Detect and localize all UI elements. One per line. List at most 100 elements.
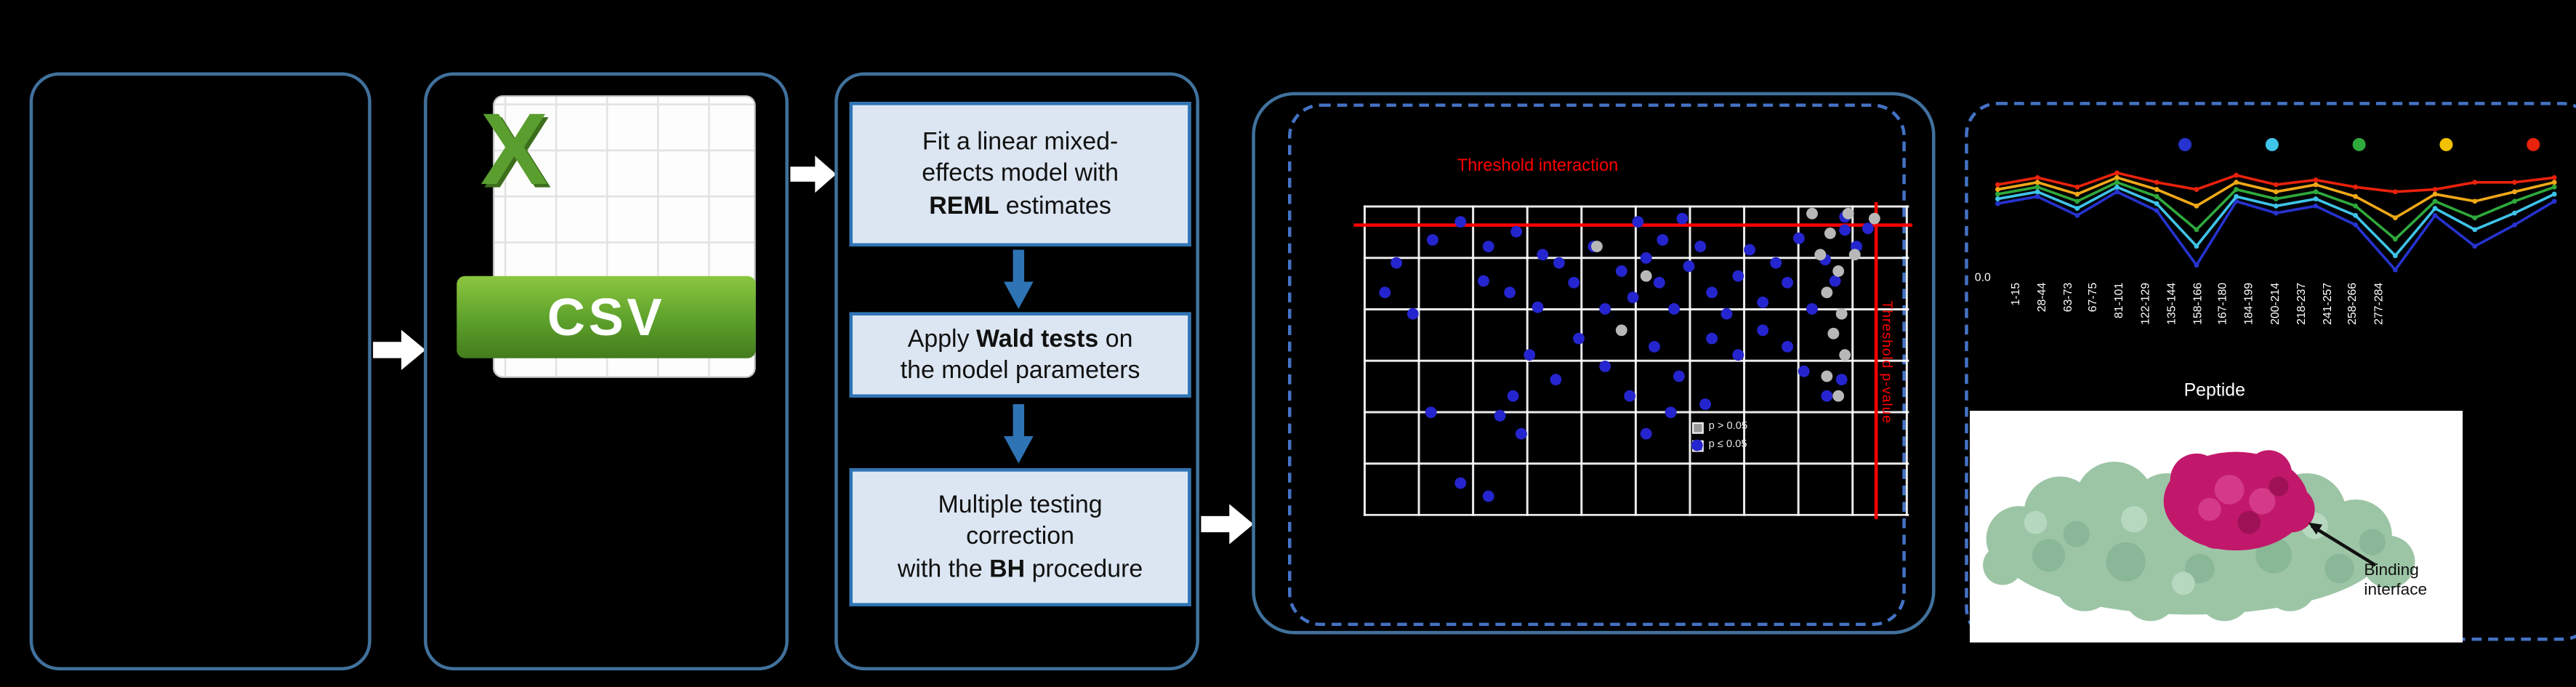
binding-interface-label-line1: Binding [2364,561,2418,579]
series-point [2472,180,2478,185]
peptide-tick-label: 167-180 [2218,282,2230,325]
binding-interface-label-line2: interface [2364,580,2427,598]
series-point [2273,182,2279,188]
series-point [2114,180,2120,185]
flow-arrow-3 [1201,504,1254,545]
scatter-point-grey [1640,270,1652,283]
scatter-legend: p > 0.05 p ≤ 0.05 [1692,422,1747,459]
scatter-point-blue [1390,257,1403,270]
scatter-point-blue [1454,216,1466,228]
scatter-point-blue [1649,340,1661,353]
scatter-point-blue [1552,257,1564,270]
scatter-point-blue [1407,308,1420,320]
series-point [2432,198,2438,204]
scatter-point-blue [1640,427,1652,439]
series-point [2551,180,2557,185]
series-point [2313,182,2319,188]
series-point [2512,198,2517,204]
peptide-tick-label: 122-129 [2141,282,2152,325]
series-point [2392,253,2398,259]
timepoint-legend-dot [2352,137,2366,151]
step-box-wald-tests: Apply Wald tests on the model parameters [849,312,1191,398]
series-point [2074,212,2080,218]
legend-marker-grey [1692,422,1704,434]
scatter-point-blue [1510,226,1522,238]
series-point [2512,210,2517,216]
scatter-point-blue [1731,269,1744,281]
panel-csv-input: X CSV [424,72,789,671]
peptide-tick-label: 1-15 [2011,282,2023,306]
scatter-point-grey [1823,228,1835,240]
series-point [2432,191,2438,197]
series-point [2194,227,2199,233]
peptide-tick-label: 184-199 [2244,282,2256,325]
series-point [2392,215,2398,221]
scatter-point-blue [1478,274,1489,286]
peptide-tick-label: 67-75 [2088,282,2101,313]
scatter-point-blue [1806,302,1819,315]
scatter-point-grey [1832,266,1843,278]
scatter-point-grey [1868,212,1880,225]
timepoint-legend-dot [2178,137,2192,151]
binding-site-texture-light [2198,475,2276,521]
series-point [2273,189,2279,195]
series-point [2234,187,2239,192]
timepoint-legend-dot [2265,137,2279,151]
scatter-point-blue [1494,410,1506,422]
series-point [2353,193,2359,199]
scatter-point-grey [1590,241,1603,253]
series-point [2114,184,2120,190]
scatter-point-blue [1598,361,1611,373]
series-point [2551,198,2557,204]
scatter-point-blue [1770,257,1782,270]
legend-label: p ≤ 0.05 [1708,439,1747,451]
series-point [2432,212,2438,218]
scatter-point-blue [1694,241,1706,253]
csv-file-icon: X CSV [454,92,759,382]
series-point [2234,180,2239,185]
scatter-point-blue [1482,490,1494,502]
protein-structure-image: Binding interface [1969,411,2463,643]
peptide-tick-label: 135-144 [2166,282,2178,325]
series-point [1995,196,2000,201]
scatter-point-blue [1782,340,1793,353]
scatter-point-blue [1516,427,1528,439]
series-point [2034,174,2040,180]
threshold-pvalue-line [1874,202,1878,520]
scatter-point-blue [1677,212,1689,225]
scatter-point-blue [1507,390,1519,403]
peptide-tick-label: 81-101 [2114,282,2127,319]
series-point [2512,180,2517,185]
panel-statistical-pipeline: Fit a linear mixed-effects model with REM… [834,72,1199,671]
peptide-tick-label: 63-73 [2062,282,2074,313]
series-point [2273,203,2279,209]
scatter-point-blue [1757,296,1769,308]
deuteration-line-chart [1995,137,2557,273]
series-point [2432,187,2438,192]
scatter-point-blue [1668,302,1681,315]
series-point [2114,170,2120,176]
series-point [2154,180,2160,185]
series-point [2074,206,2080,211]
scatter-plot: p > 0.05 p ≤ 0.05 [1353,202,1912,520]
series-point [2194,244,2199,249]
annotation-arrow [2308,522,2377,567]
legend-label: p > 0.05 [1708,421,1748,433]
scatter-point-grey [1820,370,1832,382]
series-line-blue [1997,190,2556,272]
legend-row: p > 0.05 [1692,422,1747,434]
series-point [2034,193,2040,199]
scatter-title: Threshold interaction [1457,156,1619,176]
peptide-tick-label: 200-214 [2270,282,2282,325]
scatter-point-blue [1574,332,1586,345]
series-point [2074,184,2080,190]
series-point [2392,267,2398,273]
series-point [1995,191,2000,197]
step-box-bh-correction: Multiple testing correction with the BH pr… [849,468,1191,607]
scatter-point-blue [1820,390,1832,403]
y-tick-label: 0.0 [1974,273,1991,285]
scatter-dashed-frame: Threshold interaction p > 0.05 p ≤ 0.05 … [1288,103,1912,627]
series-point [2512,222,2517,228]
series-point [2551,174,2557,180]
